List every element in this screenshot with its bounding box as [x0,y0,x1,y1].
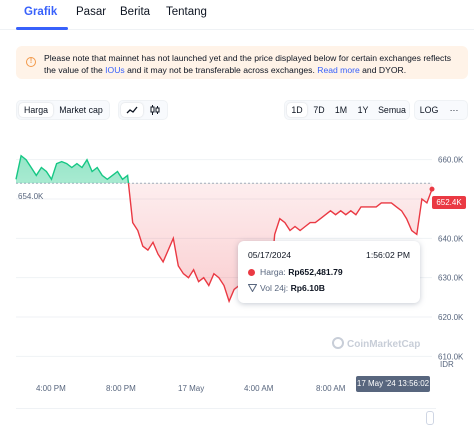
notice-text-part3: and DYOR. [359,65,407,75]
tooltip-time: 1:56:02 PM [366,250,410,260]
metric-toggle: Harga Market cap [16,100,110,120]
tooltip-date: 05/17/2024 [248,250,292,260]
y-tick-label: 610.0K [438,352,464,361]
range-1y-button[interactable]: 1Y [357,105,369,115]
scale-toggle: LOG ··· [414,100,468,120]
mainnet-notice: ! Please note that mainnet has not launc… [16,46,468,79]
tooltip-volume-row: Vol 24j: Rp6.10B [247,283,325,293]
chart-style-toggle [118,100,168,120]
y-tick-label: 660.0K [438,156,464,165]
line-chart-icon [126,106,138,114]
price-tooltip: 05/17/2024 1:56:02 PM Harga: Rp652,481.7… [238,241,420,303]
range-1d-button[interactable]: 1D [287,103,307,117]
tab-berita[interactable]: Berita [120,6,151,18]
currency-label: IDR [440,360,454,369]
last-price-point [429,186,435,192]
notice-text-part1: Please note that mainnet has not launche… [44,53,452,75]
scrollbar-handle[interactable] [426,411,434,425]
area-above-reference [16,155,129,184]
area-below-reference [16,183,432,302]
range-all-button[interactable]: Semua [378,105,406,115]
tab-pasar[interactable]: Pasar [76,6,107,18]
price-line-below [127,183,433,304]
coinmarketcap-watermark: CoinMarketCap [332,337,420,350]
log-button[interactable]: LOG [419,105,439,115]
candlestick-button[interactable] [144,103,166,117]
top-tabs: Grafik Pasar Berita Tentang [0,0,474,30]
price-line-above [15,154,130,184]
chart-price-line [15,154,435,304]
x-tick-label: 4:00 AM [244,384,274,393]
tooltip-price-label: Harga: [260,267,286,277]
ious-link[interactable]: IOUs [105,65,125,75]
reference-price-label: 654.0K [18,192,44,201]
tooltip-price-row: Harga: Rp652,481.79 [248,267,343,277]
y-tick-label: 640.0K [438,234,464,243]
tab-tentang[interactable]: Tentang [166,6,207,18]
info-icon: ! [26,57,36,67]
tooltip-volume-value: Rp6.10B [290,283,325,293]
harga-button[interactable]: Harga [19,103,53,117]
more-options-button[interactable]: ··· [449,105,459,115]
notice-text-part2: and it may not be transferable across ex… [124,65,318,75]
candlestick-icon [150,105,160,115]
price-dot-icon [248,269,255,276]
line-chart-button[interactable] [121,103,143,117]
y-tick-label: 630.0K [438,274,464,283]
range-toggle: 1D 7D 1M 1Y Semua [284,100,410,120]
volume-icon [247,284,258,293]
chart-area-fills [16,155,432,302]
x-tick-label: 17 May [178,384,205,393]
x-tick-label: 4:00 PM [36,384,66,393]
tooltip-volume-label: Vol 24j: [260,283,289,293]
tooltip-price-value: Rp652,481.79 [288,267,343,277]
active-tab-indicator [16,27,68,30]
crosshair-time-badge: 17 May '24 13:56:02 [356,376,430,392]
chart-scrollbar[interactable] [16,408,436,422]
x-tick-label: 8:00 AM [316,384,346,393]
y-tick-label: 620.0K [438,313,464,322]
range-7d-button[interactable]: 7D [313,105,325,115]
x-tick-label: 8:00 PM [106,384,136,393]
watermark-text: CoinMarketCap [347,339,421,350]
tab-grafik[interactable]: Grafik [24,6,58,18]
current-price-badge: 652.4K [432,196,466,209]
coinmarketcap-logo-icon [332,337,344,349]
market-cap-button[interactable]: Market cap [59,105,103,115]
notice-text: Please note that mainnet has not launche… [44,52,464,76]
range-1m-button[interactable]: 1M [334,105,348,115]
read-more-link[interactable]: Read more [317,65,360,75]
